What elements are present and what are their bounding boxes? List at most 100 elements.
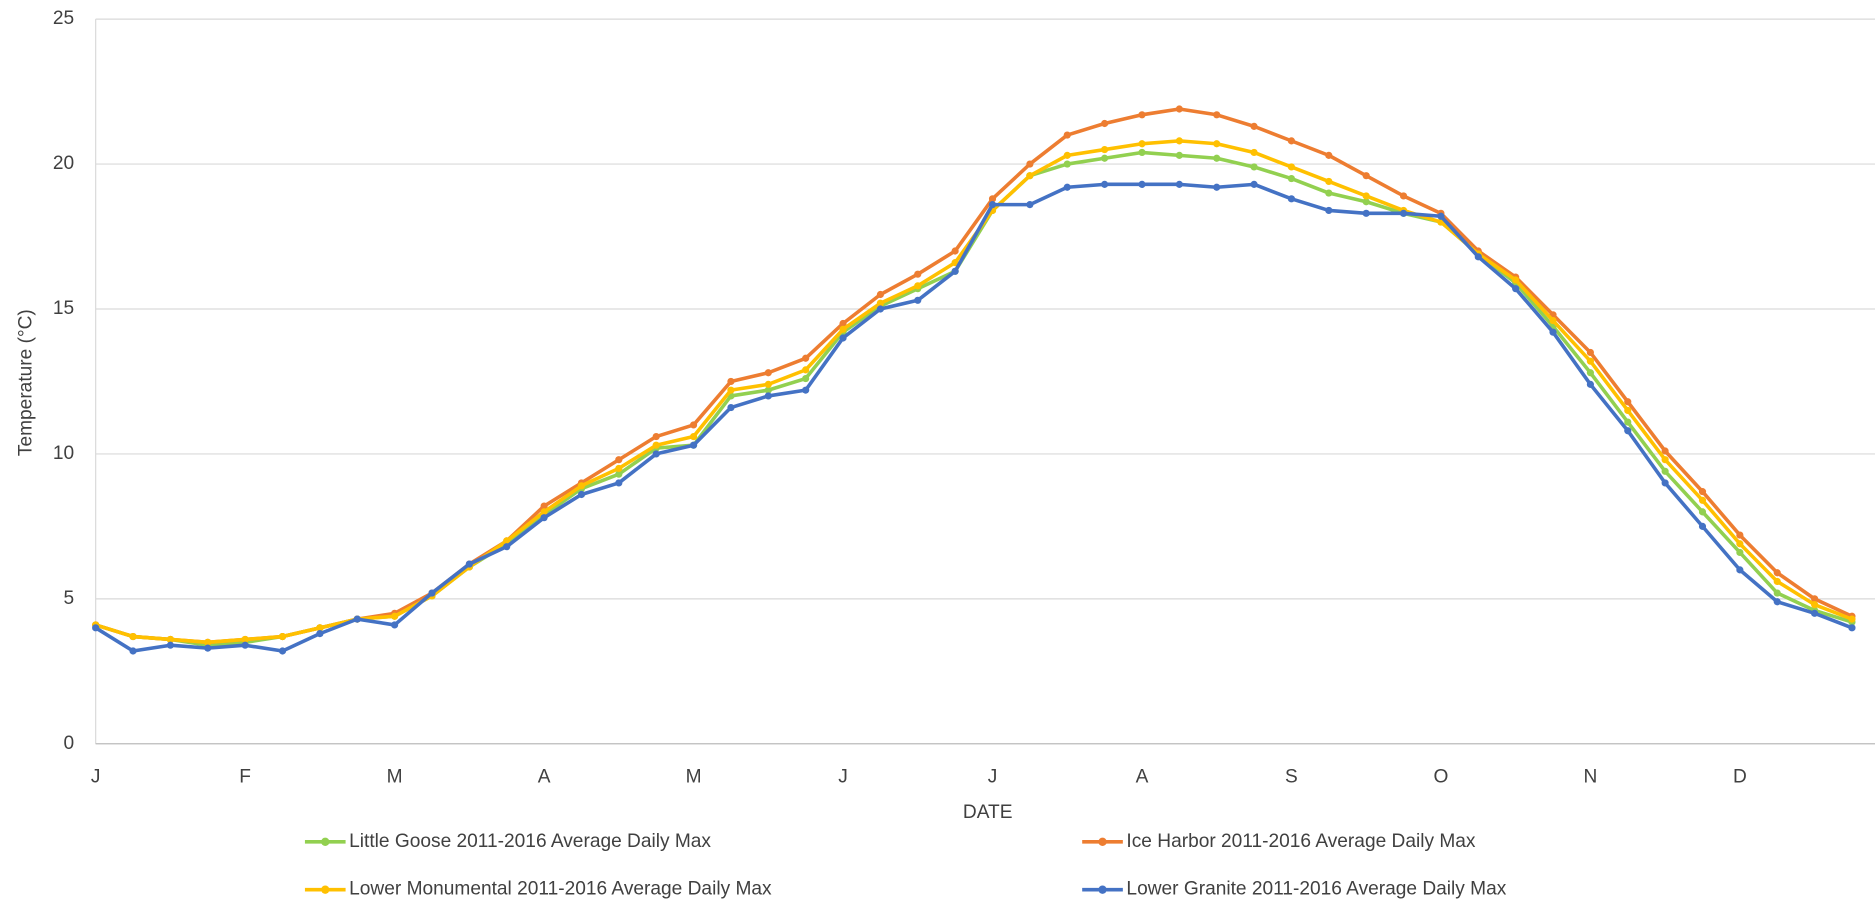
data-point <box>1661 456 1669 464</box>
y-tick-label: 25 <box>53 8 74 29</box>
data-point <box>1624 418 1632 426</box>
x-tick-label: A <box>1136 766 1149 787</box>
data-point <box>1773 598 1781 606</box>
data-point <box>1325 177 1333 186</box>
x-tick-label: J <box>838 766 848 787</box>
data-point <box>1362 198 1370 206</box>
data-point <box>241 641 249 649</box>
x-tick-label: S <box>1285 766 1298 787</box>
data-point <box>1213 154 1221 162</box>
data-point <box>727 377 735 386</box>
data-point <box>988 195 997 203</box>
data-point <box>1287 174 1296 183</box>
data-point <box>1736 531 1744 539</box>
data-point <box>1026 201 1034 209</box>
data-point <box>1624 427 1632 435</box>
data-point <box>1138 111 1146 119</box>
data-point <box>92 624 100 632</box>
data-point <box>1399 209 1408 217</box>
data-point <box>166 641 174 649</box>
data-point <box>802 354 810 362</box>
data-point <box>1250 122 1258 130</box>
data-point <box>615 456 623 464</box>
data-point <box>1325 206 1333 215</box>
data-point <box>1175 105 1183 113</box>
data-point <box>503 543 511 551</box>
data-point <box>428 589 436 597</box>
x-tick-label: A <box>538 766 551 787</box>
data-point <box>1512 285 1520 293</box>
data-point <box>914 270 922 278</box>
data-point <box>1213 183 1221 191</box>
data-point <box>1063 131 1071 139</box>
x-axis-title: DATE <box>963 802 1013 823</box>
data-point <box>1586 348 1594 357</box>
data-point <box>1399 192 1408 200</box>
data-point <box>1586 357 1594 365</box>
data-point <box>391 612 399 620</box>
data-point <box>1287 195 1296 203</box>
data-point <box>876 299 884 307</box>
data-point <box>1362 172 1370 180</box>
legend-marker <box>1098 837 1107 847</box>
data-point <box>503 537 511 545</box>
data-point <box>1175 151 1183 159</box>
data-point <box>577 490 586 499</box>
data-point <box>951 267 959 275</box>
data-point <box>1362 209 1370 217</box>
legend-label: Lower Monumental 2011-2016 Average Daily… <box>349 879 772 900</box>
data-point <box>1549 316 1557 325</box>
data-point <box>1138 140 1146 148</box>
data-point <box>204 644 212 652</box>
data-point <box>1325 189 1333 197</box>
data-point <box>1549 328 1557 336</box>
data-point <box>1063 183 1071 191</box>
data-point <box>839 319 847 328</box>
legend-marker <box>321 837 330 847</box>
y-tick-label: 0 <box>64 733 75 754</box>
data-point <box>129 632 137 641</box>
y-tick-label: 20 <box>53 153 74 174</box>
data-point <box>1773 589 1781 597</box>
data-point <box>1661 479 1669 487</box>
data-point <box>1437 212 1445 220</box>
x-tick-label: F <box>239 766 251 787</box>
data-point <box>316 630 324 638</box>
data-point <box>764 386 772 394</box>
data-point <box>129 647 137 655</box>
data-point <box>1773 569 1781 577</box>
data-point <box>914 282 922 290</box>
data-point <box>1026 172 1034 180</box>
y-axis-title: Temperature (°C) <box>15 309 36 456</box>
legend-marker <box>321 885 330 894</box>
data-point <box>278 647 287 655</box>
data-point <box>540 502 548 510</box>
data-point <box>1138 180 1146 188</box>
data-point <box>1287 137 1296 145</box>
data-point <box>764 380 772 388</box>
data-point <box>1736 566 1744 574</box>
data-point <box>1250 180 1258 188</box>
data-point <box>1175 180 1183 188</box>
data-point <box>1661 447 1669 455</box>
data-point <box>1325 151 1333 159</box>
data-point <box>166 635 174 644</box>
data-point <box>652 450 660 458</box>
data-point <box>988 201 997 209</box>
data-point <box>764 392 772 400</box>
data-point <box>1698 508 1707 516</box>
data-point <box>951 259 959 267</box>
data-point <box>689 421 698 429</box>
data-point <box>1811 595 1819 603</box>
data-point <box>615 470 623 478</box>
data-point <box>1101 145 1109 154</box>
y-tick-label: 15 <box>53 298 74 319</box>
x-tick-label: M <box>387 766 403 787</box>
data-point <box>951 247 959 255</box>
data-point <box>1026 160 1034 168</box>
data-point <box>1063 151 1071 159</box>
data-point <box>353 615 361 623</box>
data-point <box>1362 192 1370 200</box>
data-point <box>241 635 249 644</box>
